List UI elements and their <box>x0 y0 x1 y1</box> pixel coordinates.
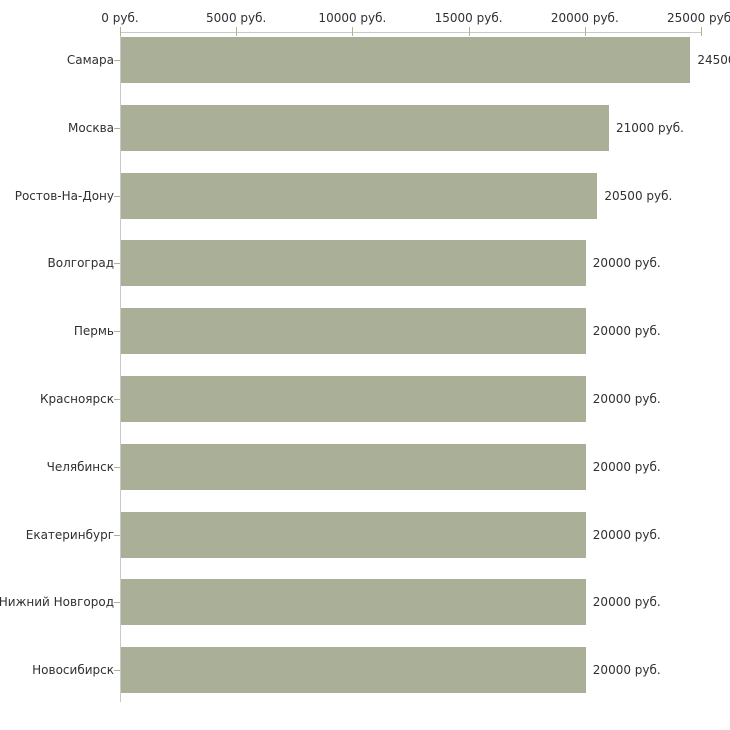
x-axis-tick-label: 10000 руб. <box>318 11 387 25</box>
category-label: Пермь <box>73 324 114 339</box>
bar-6 <box>121 443 586 490</box>
bar-9 <box>121 647 586 694</box>
y-axis-tick <box>114 60 120 61</box>
category-label: Челябинск <box>46 459 114 474</box>
category-label: Новосибирск <box>32 663 114 678</box>
x-axis-line <box>120 32 702 33</box>
x-axis-tick-label: 5000 руб. <box>206 11 267 25</box>
category-label: Красноярск <box>40 392 114 406</box>
value-label: 20000 руб. <box>592 595 661 610</box>
y-axis-tick <box>114 331 120 333</box>
y-axis-tick <box>114 670 120 672</box>
x-axis-tick <box>352 27 354 36</box>
y-axis-tick <box>114 399 120 400</box>
x-axis-tick-label: 20000 руб. <box>550 11 619 25</box>
value-label: 20500 руб. <box>604 188 673 203</box>
x-axis-tick <box>120 27 121 36</box>
value-label: 20000 руб. <box>592 324 661 339</box>
category-label: Екатеринбург <box>25 527 114 542</box>
x-axis-tick-label: 0 руб. <box>101 11 139 25</box>
y-axis-tick <box>114 466 120 468</box>
y-axis-tick <box>114 263 120 265</box>
category-label: Волгоград <box>47 256 114 271</box>
bar-4 <box>121 308 586 355</box>
bar-7 <box>121 511 586 558</box>
value-label: 20000 руб. <box>592 459 661 474</box>
x-axis-tick <box>701 27 702 36</box>
x-axis-tick <box>468 27 470 36</box>
value-label: 20000 руб. <box>592 392 661 406</box>
value-label: 24500 <box>697 53 730 67</box>
x-axis-tick-label: 25000 руб. <box>667 11 730 25</box>
bar-3 <box>121 240 586 287</box>
bar-2 <box>121 172 598 219</box>
y-axis-tick <box>114 602 120 604</box>
y-axis-tick <box>114 127 120 129</box>
bar-5 <box>121 376 586 422</box>
category-label: Ростов-На-Дону <box>14 188 114 203</box>
bar-1 <box>121 104 610 151</box>
category-label: Москва <box>68 120 114 135</box>
y-axis-line <box>120 32 121 702</box>
category-label: Самара <box>66 53 114 67</box>
x-axis-tick <box>236 27 238 36</box>
value-label: 20000 руб. <box>592 527 661 542</box>
bar-0 <box>121 37 691 83</box>
value-label: 20000 руб. <box>592 663 661 678</box>
value-label: 21000 руб. <box>616 120 684 135</box>
y-axis-tick <box>114 195 120 197</box>
value-label: 20000 руб. <box>592 256 661 271</box>
bar-8 <box>121 579 586 626</box>
category-label: Нижний Новгород <box>0 595 114 610</box>
x-axis-tick <box>584 27 586 36</box>
x-axis-tick-label: 15000 руб. <box>434 11 503 25</box>
y-axis-tick <box>114 534 120 536</box>
